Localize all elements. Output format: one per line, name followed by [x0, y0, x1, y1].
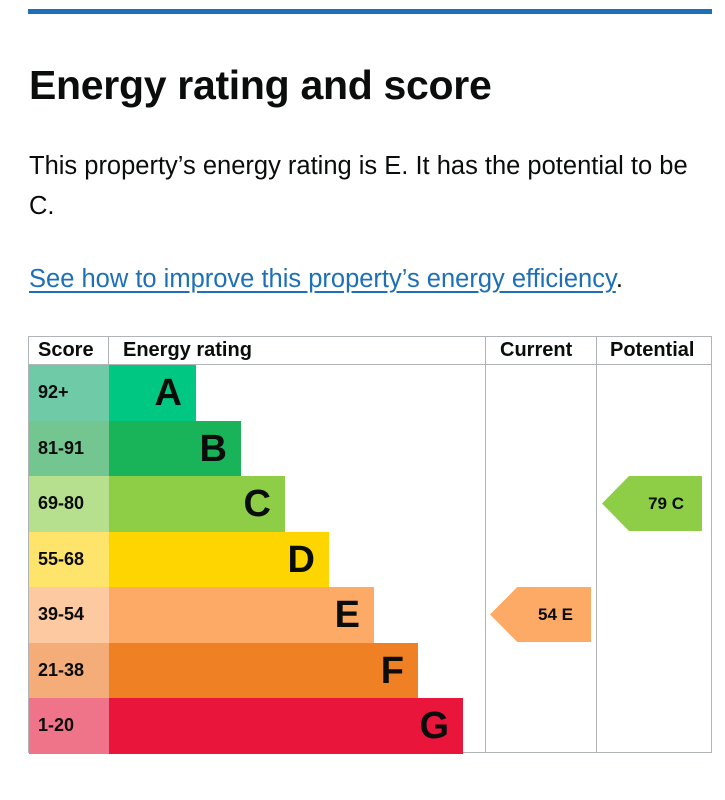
band-score: 21-38 [29, 642, 109, 698]
band-row-f: 21-38 F [29, 642, 485, 698]
band-bar: D [109, 531, 329, 587]
current-rating-arrow: 54 E [490, 587, 591, 642]
band-score: 1-20 [29, 698, 109, 754]
header-energy-rating: Energy rating [123, 339, 252, 361]
current-rating-label: 54 E [538, 605, 573, 624]
band-row-e: 39-54 E [29, 587, 485, 643]
header-score: Score [38, 339, 94, 361]
header-current: Current [500, 339, 573, 361]
band-bar: A [109, 365, 196, 421]
band-score: 69-80 [29, 476, 109, 532]
link-suffix: . [615, 265, 623, 293]
band-row-a: 92+ A [29, 365, 485, 421]
potential-rating-arrow: 79 C [602, 476, 702, 531]
band-bar: C [109, 476, 285, 532]
band-bar: B [109, 420, 241, 476]
band-score: 81-91 [29, 420, 109, 476]
column-divider [108, 337, 109, 364]
rating-description: This property’s energy rating is E. It h… [29, 152, 688, 220]
column-divider [485, 337, 486, 752]
band-row-c: 69-80 C [29, 476, 485, 532]
improve-efficiency-link[interactable]: See how to improve this property’s energ… [29, 265, 616, 293]
potential-rating-label: 79 C [648, 494, 684, 513]
improve-link-container: See how to improve this property’s energ… [29, 259, 623, 299]
header-divider [29, 364, 711, 365]
top-accent-bar [28, 9, 712, 14]
band-score: 92+ [29, 365, 109, 421]
band-score: 39-54 [29, 587, 109, 643]
energy-rating-table: Score Energy rating Current Potential 92… [28, 336, 712, 754]
band-row-b: 81-91 B [29, 420, 485, 476]
page-title: Energy rating and score [29, 62, 492, 108]
header-potential: Potential [610, 339, 695, 361]
column-divider [596, 337, 597, 752]
band-bar: F [109, 642, 418, 698]
band-bar: E [109, 587, 374, 643]
band-row-g: 1-20 G [29, 698, 485, 754]
band-row-d: 55-68 D [29, 531, 485, 587]
band-bar: G [109, 698, 463, 754]
band-score: 55-68 [29, 531, 109, 587]
